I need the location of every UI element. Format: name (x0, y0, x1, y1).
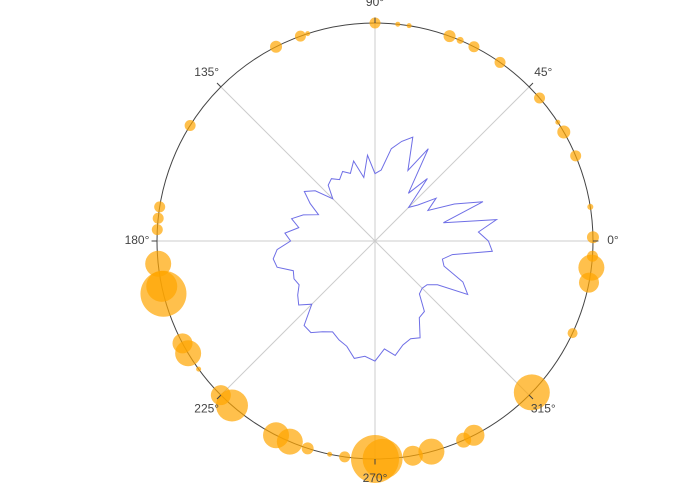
marker-point (152, 212, 164, 224)
marker-point (578, 272, 599, 293)
marker-point (145, 250, 172, 277)
marker-point (184, 119, 196, 131)
angular-tick-45 (528, 82, 534, 88)
marker-point (587, 203, 594, 210)
marker-point (534, 92, 546, 104)
marker-point (154, 201, 166, 213)
angular-tick-labels: 0° 45° 90° 135° 180° 225° 270° 315° (125, 0, 619, 485)
line-series (272, 136, 499, 362)
marker-point (557, 125, 571, 139)
marker-point (586, 231, 599, 244)
angular-tick-label: 90° (366, 0, 384, 9)
grid-line-135 (220, 86, 530, 396)
angular-tick-label: 225° (194, 401, 219, 415)
marker-point (151, 224, 163, 236)
marker-point (263, 422, 290, 449)
marker-point (395, 21, 401, 27)
marker-point (443, 30, 456, 43)
marker-point (456, 36, 464, 44)
marker-point (468, 41, 480, 53)
marker-point (567, 328, 578, 339)
marker-point (270, 40, 283, 53)
marker-point (305, 31, 311, 37)
angular-tick-label: 180° (125, 233, 150, 247)
marker-point (406, 23, 412, 29)
marker-point (402, 445, 423, 466)
angular-tick-label: 315° (531, 401, 556, 415)
angular-tick-315 (528, 394, 534, 400)
marker-point (327, 451, 333, 457)
angular-tick-225 (216, 394, 222, 400)
marker-point (294, 30, 306, 42)
angular-tick-label: 270° (363, 471, 388, 485)
marker-point (494, 56, 506, 68)
marker-point (555, 119, 561, 125)
marker-point (301, 442, 314, 455)
angular-grid (157, 23, 593, 459)
angular-tick-label: 45° (534, 65, 552, 79)
marker-point (196, 366, 202, 372)
marker-point (339, 451, 351, 463)
marker-point (418, 438, 445, 465)
marker-point (146, 270, 178, 302)
angular-tick-135 (216, 82, 222, 88)
marker-point (172, 333, 193, 354)
marker-point (570, 150, 582, 162)
series-line (272, 136, 499, 362)
marker-point (513, 374, 550, 411)
angular-tick-label: 135° (194, 65, 219, 79)
angular-tick-label: 0° (607, 233, 619, 247)
marker-series (140, 17, 605, 483)
marker-point (456, 432, 472, 448)
